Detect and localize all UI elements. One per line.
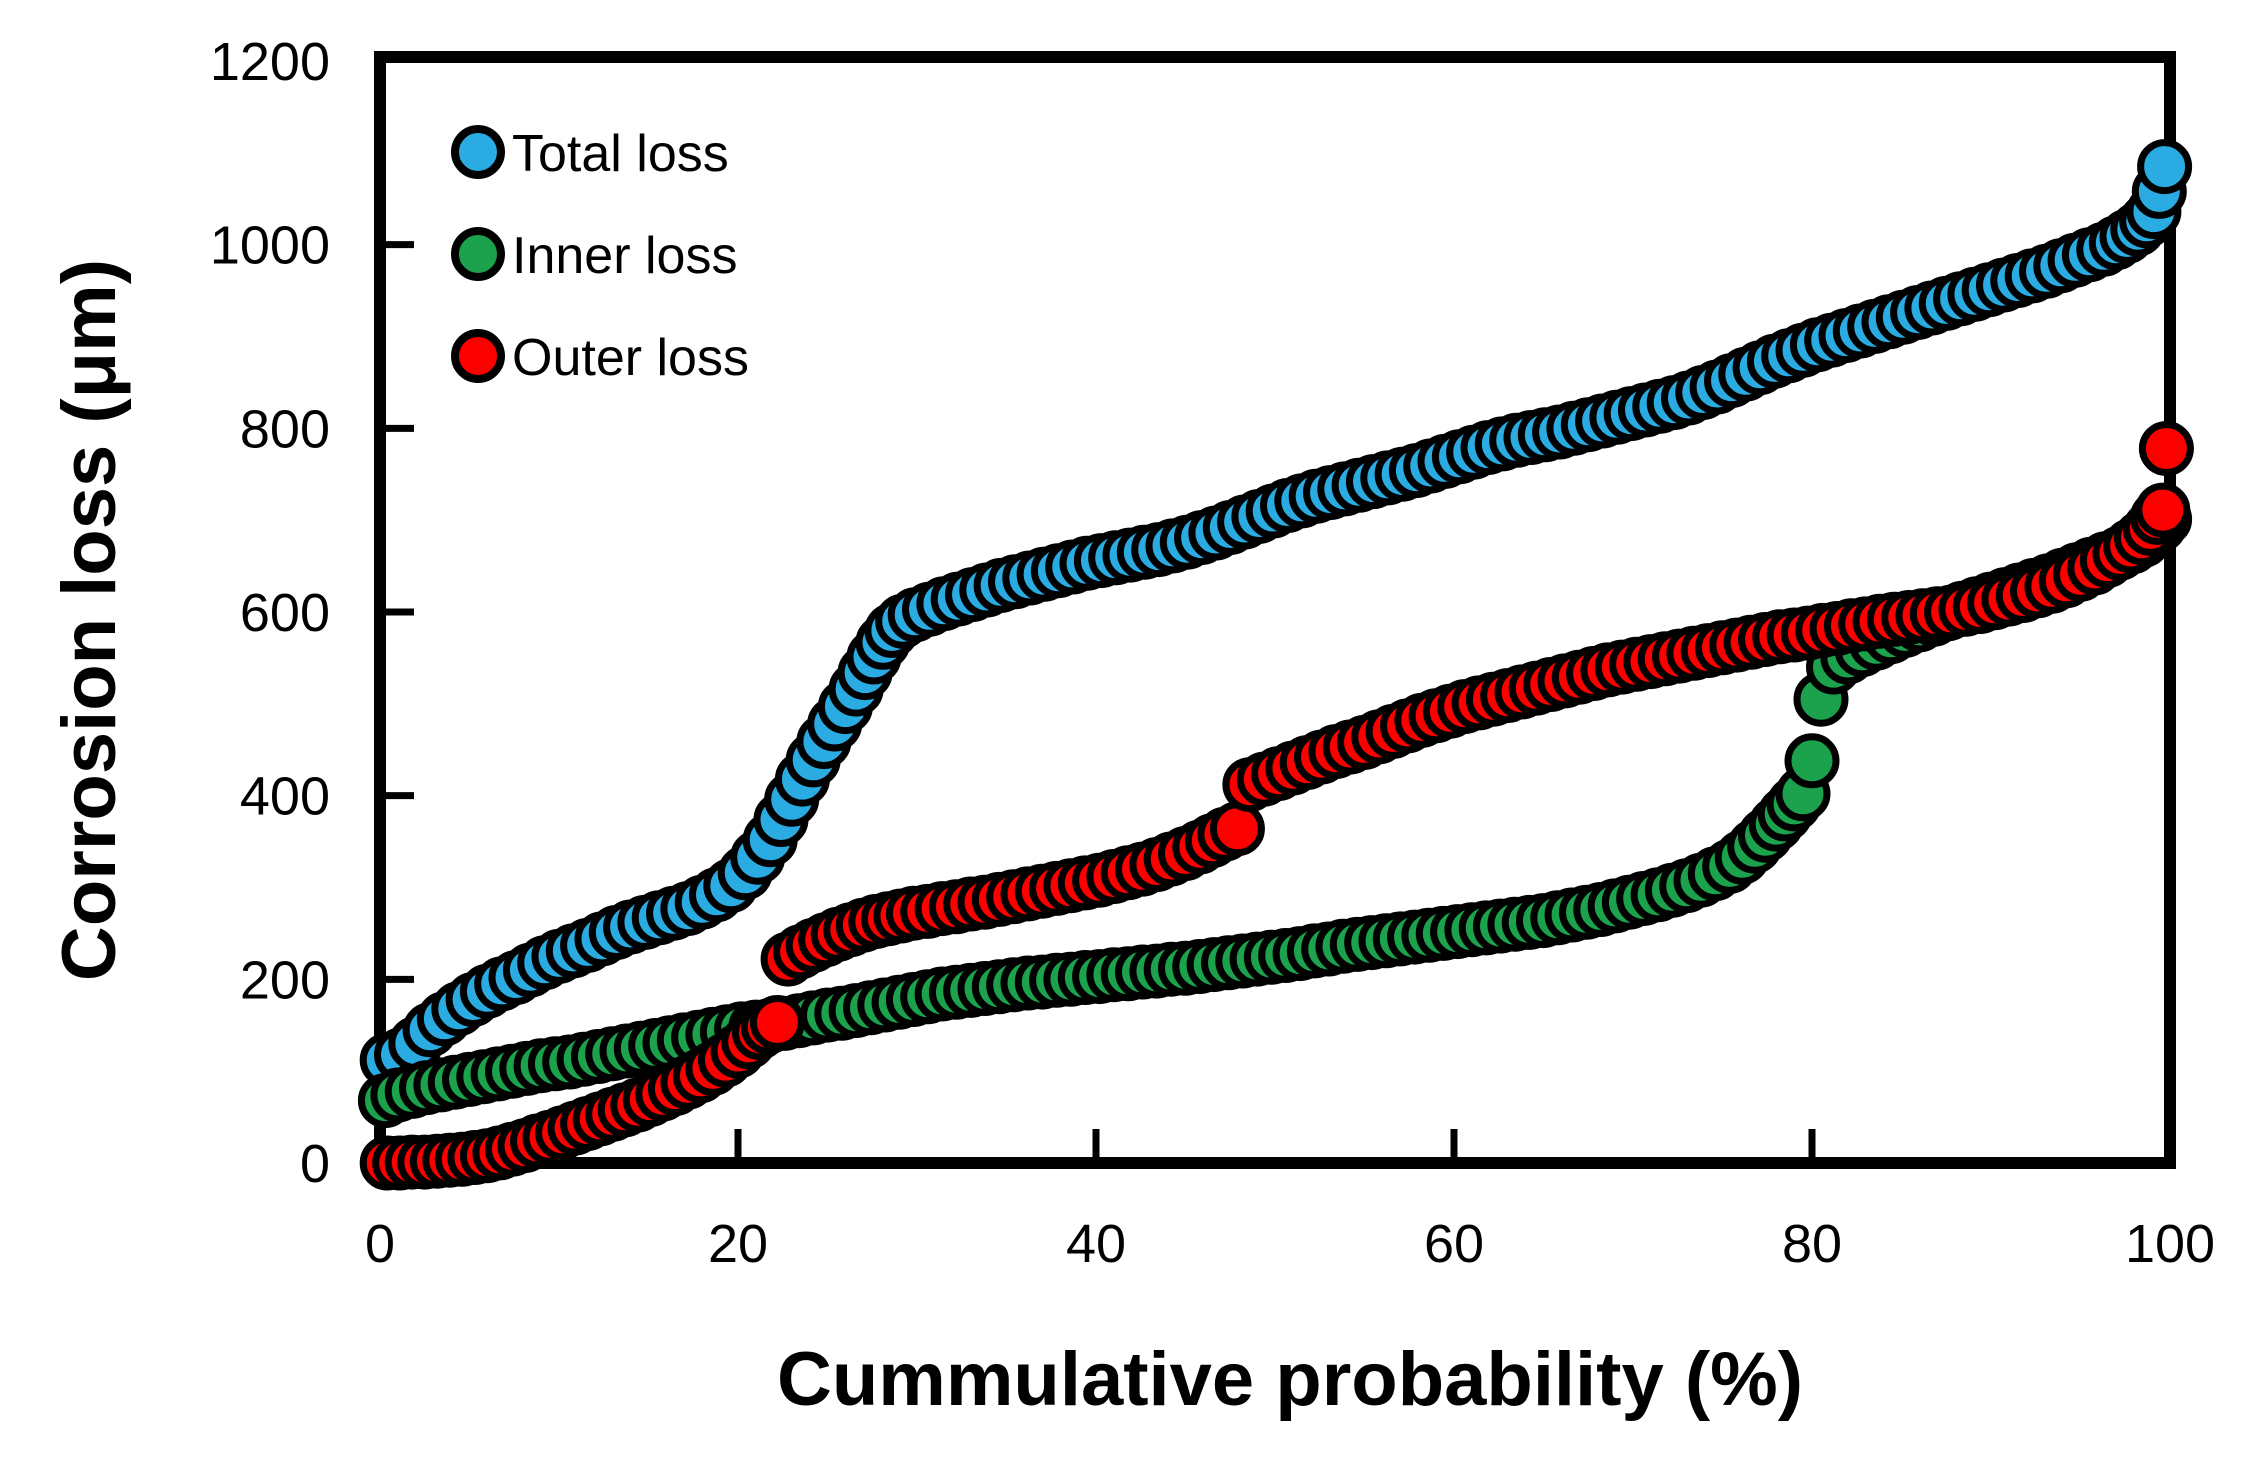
- data-point-total-loss: [2137, 139, 2193, 195]
- legend-label-outer-loss: Outer loss: [512, 329, 749, 387]
- legend-marker-total-loss: [451, 125, 505, 179]
- data-point-inner-loss: [1784, 733, 1840, 789]
- data-point-outer-loss: [2138, 421, 2194, 476]
- y-tick-label: 600: [240, 583, 330, 643]
- x-tick-label: 0: [365, 1214, 395, 1274]
- data-point-outer-loss: [749, 995, 805, 1050]
- legend-label-inner-loss: Inner loss: [512, 227, 737, 285]
- y-tick-label: 0: [300, 1134, 330, 1194]
- x-axis-title: Cummulative probability (%): [777, 1337, 1803, 1422]
- x-tick-label: 80: [1782, 1214, 1842, 1274]
- legend: Total loss Inner loss Outer loss: [451, 125, 749, 387]
- y-tick-label: 1000: [210, 216, 330, 276]
- x-tick-label: 40: [1066, 1214, 1126, 1274]
- legend-marker-outer-loss: [451, 329, 505, 383]
- y-axis-title: Corrosion loss (μm): [47, 259, 132, 981]
- series-total-loss: [359, 139, 2193, 1088]
- y-tick-label: 400: [240, 767, 330, 827]
- axis-ticks: [380, 241, 1816, 1163]
- y-tick-label: 800: [240, 399, 330, 459]
- y-tick-label: 200: [240, 950, 330, 1010]
- tick-labels: 0 200 400 600 800 1000 1200 0 20 40 60 80 100: [210, 32, 2215, 1274]
- legend-label-total-loss: Total loss: [512, 125, 729, 183]
- data-point-outer-loss: [1209, 801, 1265, 857]
- scatter-series-root: [357, 139, 2194, 1191]
- data-point-outer-loss: [2135, 482, 2191, 538]
- y-tick-label: 1200: [210, 32, 330, 92]
- x-tick-label: 60: [1424, 1214, 1484, 1274]
- series-outer-loss: [359, 421, 2194, 1191]
- legend-marker-inner-loss: [451, 227, 505, 281]
- x-tick-label: 100: [2125, 1214, 2215, 1274]
- x-tick-label: 20: [708, 1214, 768, 1274]
